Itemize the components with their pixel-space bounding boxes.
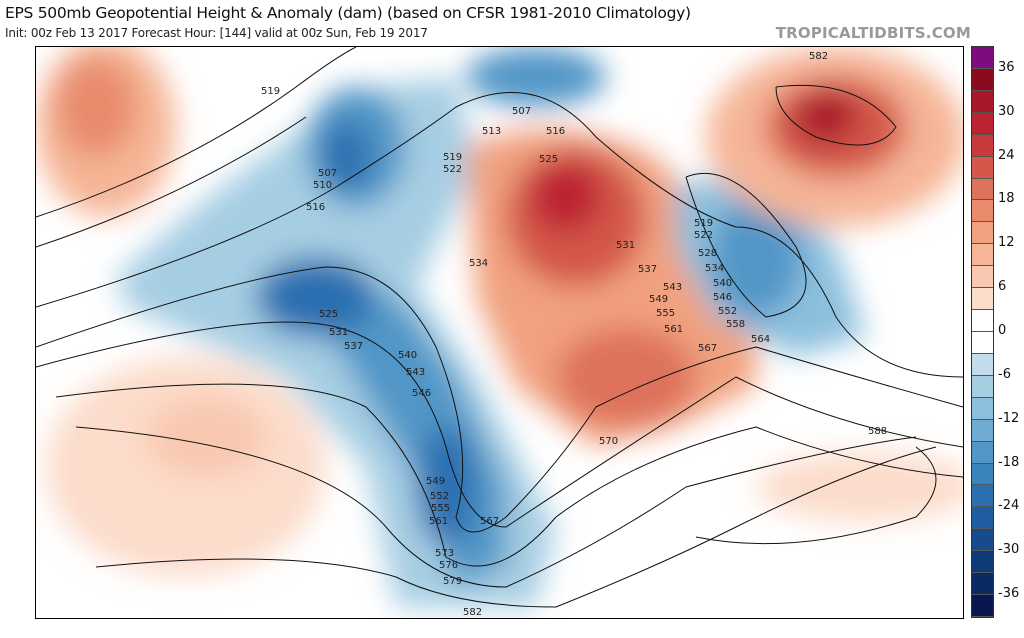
contour-label: 519 — [694, 218, 713, 229]
anomaly-map: 519 507 510 516 513 507 516 519 522 525 … — [35, 46, 964, 619]
contour-label: 579 — [443, 576, 462, 587]
contour-label: 546 — [412, 388, 431, 399]
contour-label: 516 — [306, 202, 325, 213]
contour-label: 582 — [463, 607, 482, 618]
colorbar-tick-label: 12 — [998, 235, 1015, 251]
contour-label: 576 — [439, 560, 458, 571]
contour-label: 531 — [329, 327, 348, 338]
contour-label: 561 — [664, 324, 683, 335]
colorbar-segment — [972, 375, 993, 398]
colorbar-segment — [972, 332, 993, 354]
contour-label: 528 — [698, 248, 717, 259]
colorbar-tick-label: -36 — [998, 586, 1020, 602]
contour-label: 558 — [726, 319, 745, 330]
contour-label: 534 — [469, 258, 488, 269]
colorbar-segment — [972, 595, 993, 617]
colorbar-segment — [972, 463, 993, 486]
contour-label: 507 — [318, 168, 337, 179]
map-canvas: 519 507 510 516 513 507 516 519 522 525 … — [36, 47, 963, 618]
contour-label: 540 — [713, 278, 732, 289]
colorbar-segment — [972, 266, 993, 289]
colorbar-segment — [972, 178, 993, 201]
colorbar-segment — [972, 288, 993, 311]
height-contours — [36, 47, 963, 608]
colorbar-tick-label: 24 — [998, 147, 1015, 163]
brand-logo: TROPICALTIDBITS.COM — [775, 24, 971, 42]
contour-label: 531 — [616, 240, 635, 251]
colorbar-segment — [972, 419, 993, 442]
colorbar-segment — [972, 573, 993, 596]
contour-label: 573 — [435, 548, 454, 559]
colorbar-tick-label: 6 — [998, 279, 1007, 295]
colorbar-tick-label: 18 — [998, 191, 1015, 207]
contour-label: 510 — [313, 180, 332, 191]
colorbar — [971, 46, 994, 618]
colorbar-tick-label: -30 — [998, 542, 1020, 558]
map-title: EPS 500mb Geopotential Height & Anomaly … — [5, 4, 691, 22]
contour-label: 525 — [319, 309, 338, 320]
colorbar-tick-label: -24 — [998, 498, 1020, 514]
colorbar-segment — [972, 200, 993, 223]
contour-label: 516 — [546, 126, 565, 137]
contour-label: 543 — [663, 282, 682, 293]
colorbar-segment — [972, 68, 993, 91]
contour-label: 552 — [430, 491, 449, 502]
contour-label: 513 — [482, 126, 501, 137]
colorbar-segment — [972, 507, 993, 530]
contour-label: 588 — [868, 426, 887, 437]
map-subtitle: Init: 00z Feb 13 2017 Forecast Hour: [14… — [5, 26, 428, 40]
colorbar-segment — [972, 112, 993, 135]
contour-label: 519 — [443, 152, 462, 163]
contour-label: 567 — [480, 516, 499, 527]
colorbar-segment — [972, 485, 993, 508]
contour-label: 555 — [656, 308, 675, 319]
colorbar-tick-label: -6 — [998, 366, 1011, 382]
colorbar-segment — [972, 397, 993, 420]
contour-label: 555 — [431, 503, 450, 514]
colorbar-tick-label: -18 — [998, 454, 1020, 470]
contour-label: 543 — [406, 367, 425, 378]
colorbar-segment — [972, 90, 993, 113]
contour-label: 540 — [398, 350, 417, 361]
colorbar-tick-label: 0 — [998, 323, 1007, 338]
colorbar-segment — [972, 222, 993, 245]
colorbar-segment — [972, 551, 993, 574]
contour-label: 567 — [698, 343, 717, 354]
colorbar-segment — [972, 134, 993, 157]
colorbar-tick-label: 36 — [998, 59, 1015, 75]
contour-label: 537 — [638, 264, 657, 275]
contour-label: 561 — [429, 516, 448, 527]
contour-label: 522 — [694, 230, 713, 241]
colorbar-segment — [972, 244, 993, 267]
contour-label: 522 — [443, 164, 462, 175]
contour-label: 549 — [649, 294, 668, 305]
colorbar-segment — [972, 353, 993, 376]
contour-label: 549 — [426, 476, 445, 487]
contour-label: 570 — [599, 436, 618, 447]
contour-label: 534 — [705, 263, 724, 274]
contour-label: 546 — [713, 292, 732, 303]
contour-label: 525 — [539, 154, 558, 165]
contour-labels: 519 507 510 516 513 507 516 519 522 525 … — [261, 51, 887, 618]
contour-label: 537 — [344, 341, 363, 352]
colorbar-segment — [972, 47, 993, 69]
colorbar-tick-label: 30 — [998, 103, 1015, 119]
contour-label: 552 — [718, 306, 737, 317]
contour-label: 582 — [809, 51, 828, 62]
contour-label: 519 — [261, 86, 280, 97]
colorbar-segment — [972, 441, 993, 464]
contour-label: 564 — [751, 334, 770, 345]
contour-label: 507 — [512, 106, 531, 117]
colorbar-segment — [972, 529, 993, 552]
colorbar-segment — [972, 310, 993, 332]
colorbar-tick-label: -12 — [998, 410, 1020, 426]
anomaly-fill — [36, 47, 963, 607]
colorbar-segment — [972, 156, 993, 179]
